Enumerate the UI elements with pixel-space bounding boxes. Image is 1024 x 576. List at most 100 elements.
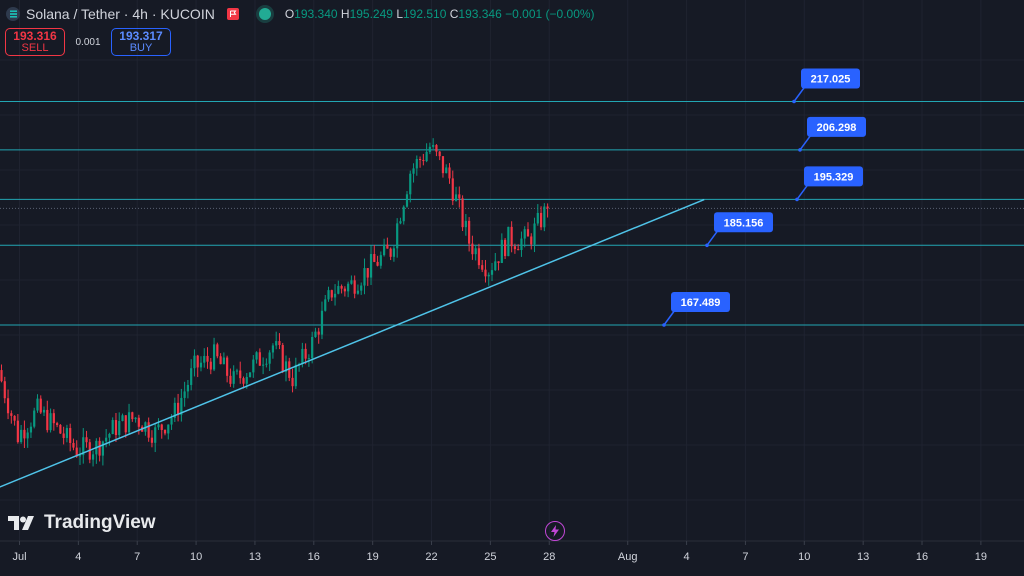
market-status-icon[interactable] bbox=[258, 8, 271, 20]
candle-body bbox=[82, 437, 85, 456]
candle-body bbox=[291, 377, 294, 387]
candle-body bbox=[101, 441, 104, 456]
candle-body bbox=[441, 156, 445, 174]
candle-body bbox=[379, 255, 382, 266]
buy-button[interactable]: 193.317 BUY bbox=[111, 28, 171, 56]
x-tick-label: Jul bbox=[12, 551, 26, 563]
candle-body bbox=[363, 268, 366, 286]
close-label: C bbox=[449, 7, 459, 21]
candle-body bbox=[111, 420, 114, 435]
candle-body bbox=[503, 239, 507, 257]
level-label-box[interactable] bbox=[804, 166, 863, 187]
x-tick-label: 4 bbox=[75, 551, 81, 563]
candle-body bbox=[49, 413, 52, 431]
candle-body bbox=[468, 220, 471, 244]
label-anchor bbox=[792, 99, 796, 104]
candle-body bbox=[337, 286, 340, 294]
candle-body bbox=[275, 341, 278, 346]
candle-body bbox=[180, 397, 183, 415]
candle-body bbox=[232, 371, 235, 384]
candle-body bbox=[193, 355, 196, 369]
candle-body bbox=[445, 167, 448, 174]
candle-body bbox=[268, 352, 271, 364]
candle-body bbox=[533, 223, 536, 245]
candle-body bbox=[320, 310, 324, 335]
x-tick-label: 25 bbox=[484, 551, 496, 563]
candle-body bbox=[248, 372, 252, 378]
candle-body bbox=[454, 194, 458, 201]
trade-panel: 193.316 SELL 0.001 193.317 BUY bbox=[5, 28, 171, 56]
candle-body bbox=[376, 261, 379, 266]
candle-body bbox=[56, 423, 59, 425]
candle-body bbox=[366, 268, 369, 278]
candle-body bbox=[392, 248, 396, 257]
candle-body bbox=[16, 420, 19, 443]
flag-icon[interactable] bbox=[226, 8, 239, 20]
level-label-box[interactable] bbox=[671, 292, 730, 312]
x-tick-label: 22 bbox=[425, 551, 437, 563]
level-label-box[interactable] bbox=[807, 116, 866, 137]
candle-body bbox=[284, 361, 288, 372]
candle-body bbox=[105, 437, 108, 442]
candle-body bbox=[307, 358, 310, 360]
candle-body bbox=[52, 413, 55, 424]
lightning-icon[interactable] bbox=[545, 521, 565, 541]
candle-body bbox=[383, 244, 386, 256]
candle-body bbox=[62, 433, 65, 438]
candle-body bbox=[154, 427, 157, 443]
candle-body bbox=[69, 428, 72, 443]
symbol-icon[interactable] bbox=[6, 7, 20, 21]
candle-body bbox=[0, 370, 3, 382]
candle-body bbox=[500, 239, 503, 263]
candle-body bbox=[245, 377, 248, 384]
candle-body bbox=[530, 236, 533, 245]
trend-line bbox=[0, 198, 705, 488]
candle-body bbox=[477, 248, 481, 266]
candle-body bbox=[91, 454, 95, 460]
candle-body bbox=[510, 226, 513, 247]
level-label-box[interactable] bbox=[801, 68, 860, 89]
candle-body bbox=[405, 194, 409, 207]
candle-body bbox=[353, 280, 356, 294]
candle-body bbox=[229, 375, 232, 384]
label-anchor bbox=[798, 148, 802, 152]
candle-body bbox=[526, 229, 530, 237]
candle-body bbox=[75, 447, 78, 457]
candle-body bbox=[46, 409, 49, 431]
sell-button[interactable]: 193.316 SELL bbox=[5, 28, 65, 56]
label-pointer bbox=[793, 86, 806, 102]
candle-body bbox=[461, 198, 464, 228]
candle-body bbox=[317, 331, 320, 335]
candle-body bbox=[360, 285, 363, 291]
low-label: L bbox=[396, 7, 403, 21]
candle-body bbox=[121, 415, 124, 421]
low-value: 192.510 bbox=[403, 7, 447, 21]
label-anchor bbox=[795, 197, 799, 202]
candle-body bbox=[150, 437, 154, 443]
candle-body bbox=[127, 412, 131, 433]
candle-body bbox=[262, 364, 265, 366]
level-label-box[interactable] bbox=[714, 212, 773, 233]
candle-body bbox=[206, 355, 209, 362]
candle-body bbox=[487, 274, 490, 277]
sell-price: 193.316 bbox=[13, 29, 57, 43]
tradingview-logo[interactable]: TradingView bbox=[8, 512, 156, 534]
label-anchor bbox=[662, 323, 666, 327]
candle-body bbox=[347, 283, 350, 292]
candle-body bbox=[118, 420, 121, 436]
candle-body bbox=[409, 173, 412, 195]
candle-body bbox=[173, 402, 176, 418]
candlesticks bbox=[0, 138, 549, 467]
candle-body bbox=[108, 434, 111, 438]
candle-body bbox=[356, 290, 360, 294]
label-pointer bbox=[796, 183, 809, 200]
candle-body bbox=[389, 248, 392, 257]
candle-body bbox=[513, 246, 517, 250]
symbol-title[interactable]: Solana / Tether · 4h · KUCOIN bbox=[26, 6, 215, 22]
candle-body bbox=[396, 223, 399, 249]
candle-body bbox=[474, 248, 477, 255]
buy-label: BUY bbox=[129, 42, 153, 54]
candle-body bbox=[255, 352, 258, 360]
candle-body bbox=[216, 344, 219, 357]
